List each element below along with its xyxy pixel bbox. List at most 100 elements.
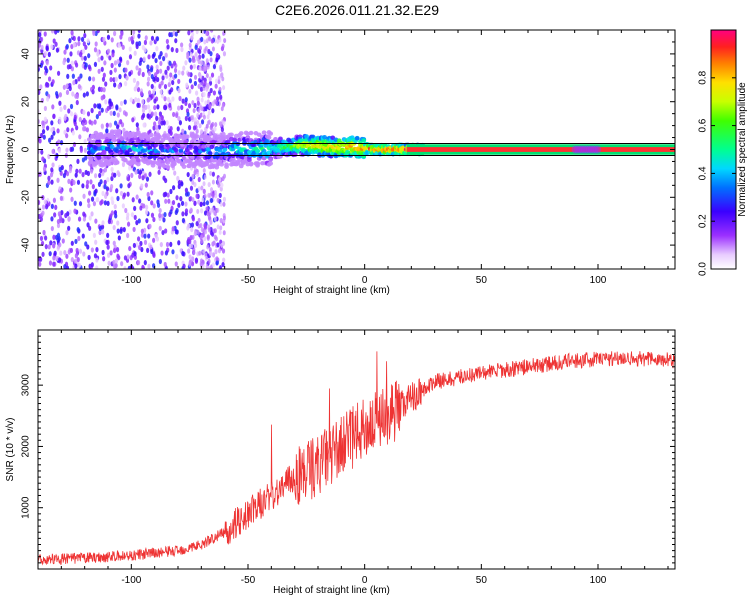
noise-dot (121, 44, 125, 50)
noise-dot (168, 89, 172, 95)
noise-dot (85, 127, 90, 133)
noise-dot (193, 120, 197, 126)
noise-dot (207, 266, 211, 269)
noise-dot (220, 127, 224, 133)
noise-dot (93, 61, 98, 67)
noise-dot (45, 81, 49, 87)
noise-dot (193, 117, 197, 123)
band-dot (217, 148, 223, 153)
noise-dot (50, 44, 54, 50)
noise-dot (204, 255, 208, 261)
noise-dot (72, 35, 76, 42)
noise-dot (139, 240, 143, 247)
noise-dot (171, 199, 176, 206)
noise-dot (50, 225, 54, 232)
noise-dot (131, 117, 135, 123)
noise-dot (175, 47, 179, 54)
noise-dot (112, 240, 116, 246)
noise-dot (105, 186, 110, 192)
noise-dot (197, 186, 201, 192)
noise-dot (206, 82, 210, 88)
noise-dot (148, 223, 152, 229)
noise-dot (50, 179, 54, 185)
noise-dot (187, 248, 191, 254)
noise-dot (81, 172, 85, 178)
band-dot (171, 161, 177, 166)
noise-dot (167, 81, 171, 88)
noise-dot (184, 208, 189, 214)
noise-dot (131, 252, 135, 258)
noise-dot (180, 42, 184, 48)
noise-dot (82, 193, 86, 199)
noise-dot (211, 101, 215, 107)
noise-dot (100, 66, 104, 72)
noise-dot (181, 70, 185, 76)
noise-dot (107, 252, 111, 258)
noise-dot (58, 92, 63, 98)
noise-dot (154, 57, 158, 64)
noise-dot (104, 99, 108, 105)
noise-dot (222, 120, 226, 126)
noise-dot (165, 241, 170, 248)
noise-dot (145, 204, 149, 210)
noise-dot (177, 78, 181, 85)
noise-dot (200, 36, 204, 42)
noise-dot (106, 232, 110, 238)
noise-dot (223, 38, 227, 44)
noise-dot (176, 175, 180, 182)
band-dot (184, 134, 190, 139)
noise-dot (209, 131, 213, 137)
noise-dot (112, 224, 116, 231)
noise-dot (198, 66, 202, 72)
noise-dot (103, 60, 107, 66)
noise-dot (126, 221, 131, 227)
noise-dot (126, 254, 130, 260)
noise-dot (197, 176, 201, 183)
y-axis-label: SNR (10 * v/v) (5, 418, 16, 482)
noise-dot (177, 88, 181, 94)
noise-dot (119, 119, 123, 125)
noise-dot (90, 247, 94, 253)
noise-dot (133, 214, 137, 221)
noise-dot (54, 41, 58, 47)
noise-dot (133, 86, 137, 92)
noise-dot (134, 97, 138, 103)
y-tick-label: 2000 (21, 435, 32, 458)
noise-dot (116, 253, 120, 259)
x-tick-label: 100 (590, 275, 607, 286)
band-dot (292, 152, 298, 158)
band-dot (157, 134, 162, 139)
noise-dot (122, 227, 126, 233)
noise-dot (98, 110, 102, 117)
colorbar-tick-label: 0.8 (698, 70, 709, 84)
noise-dot (158, 54, 162, 60)
noise-dot (205, 38, 209, 44)
noise-dot (125, 75, 129, 81)
noise-dot (38, 261, 42, 267)
noise-dot (77, 83, 81, 90)
noise-dot (67, 108, 71, 114)
noise-dot (153, 121, 157, 127)
noise-dot (209, 197, 214, 204)
noise-dot (97, 68, 101, 74)
noise-dot (135, 242, 139, 248)
noise-dot (58, 119, 62, 125)
noise-dot (54, 234, 59, 240)
noise-dot (105, 239, 109, 246)
noise-dot (119, 183, 123, 189)
band-dot (109, 144, 115, 150)
noise-dot (160, 80, 164, 86)
noise-dot (74, 172, 78, 178)
noise-dot (107, 218, 111, 225)
noise-dot (74, 253, 78, 259)
noise-dot (74, 258, 78, 264)
noise-dot (175, 220, 179, 226)
noise-dot (222, 257, 226, 263)
noise-dot (38, 89, 41, 95)
noise-dot (175, 195, 179, 201)
noise-dot (201, 53, 205, 59)
noise-dot (101, 76, 106, 82)
noise-dot (204, 100, 208, 106)
